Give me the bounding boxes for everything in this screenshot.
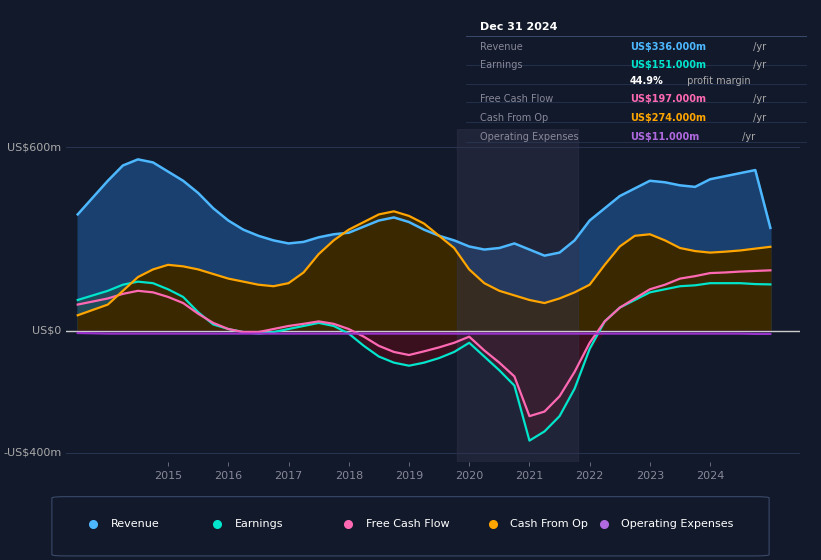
Text: Earnings: Earnings — [235, 519, 283, 529]
Text: US$336.000m: US$336.000m — [630, 43, 706, 53]
Text: /yr: /yr — [750, 43, 766, 53]
Text: US$0: US$0 — [32, 325, 62, 335]
Text: Free Cash Flow: Free Cash Flow — [365, 519, 449, 529]
Text: 44.9%: 44.9% — [630, 76, 663, 86]
Text: US$151.000m: US$151.000m — [630, 60, 706, 70]
Text: Revenue: Revenue — [111, 519, 159, 529]
Text: -US$400m: -US$400m — [3, 448, 62, 458]
Text: Operating Expenses: Operating Expenses — [480, 132, 579, 142]
Text: Earnings: Earnings — [480, 60, 522, 70]
Text: /yr: /yr — [750, 94, 766, 104]
Text: Dec 31 2024: Dec 31 2024 — [480, 22, 557, 31]
Bar — [457, 129, 578, 462]
Text: Cash From Op: Cash From Op — [480, 113, 548, 123]
Text: Revenue: Revenue — [480, 43, 523, 53]
Text: US$274.000m: US$274.000m — [630, 113, 706, 123]
Text: Cash From Op: Cash From Op — [511, 519, 589, 529]
Text: Free Cash Flow: Free Cash Flow — [480, 94, 553, 104]
Text: profit margin: profit margin — [685, 76, 751, 86]
Text: /yr: /yr — [750, 60, 766, 70]
Text: US$197.000m: US$197.000m — [630, 94, 706, 104]
Text: US$11.000m: US$11.000m — [630, 132, 699, 142]
Text: /yr: /yr — [750, 113, 766, 123]
Text: /yr: /yr — [739, 132, 755, 142]
Text: Operating Expenses: Operating Expenses — [621, 519, 733, 529]
Text: US$600m: US$600m — [7, 142, 62, 152]
